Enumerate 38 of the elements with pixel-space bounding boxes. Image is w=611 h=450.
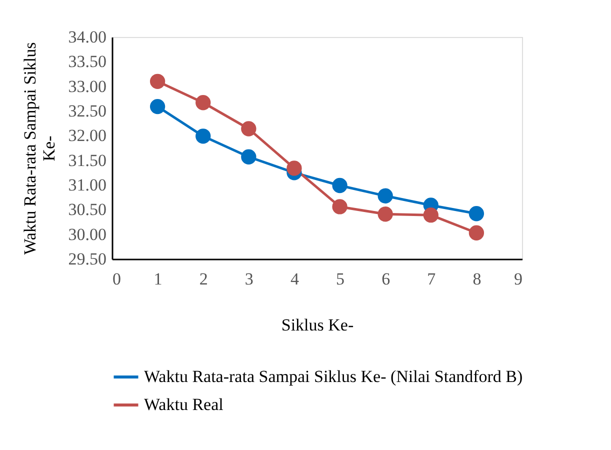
x-tick-label: 3 bbox=[244, 270, 254, 288]
y-axis-title: Waktu Rata-rata Sampai Siklus Ke- bbox=[20, 42, 58, 255]
y-tick-label: 30.00 bbox=[68, 224, 106, 244]
y-tick-label: 33.50 bbox=[68, 52, 106, 72]
x-axis-title: Siklus Ke- bbox=[281, 316, 354, 334]
point bbox=[332, 178, 348, 194]
x-tick-label: 9 bbox=[514, 270, 522, 288]
point bbox=[241, 121, 256, 136]
x-tick-label: 8 bbox=[472, 270, 482, 288]
y-tick-label: 30.50 bbox=[68, 200, 106, 220]
point bbox=[196, 95, 211, 110]
point bbox=[378, 188, 393, 204]
y-tick-label: 31.00 bbox=[68, 176, 106, 194]
point bbox=[468, 206, 484, 222]
x-tick-label: 4 bbox=[290, 270, 300, 288]
y-tick-label: 29.50 bbox=[68, 250, 106, 268]
y-tick-label: 31.50 bbox=[68, 150, 106, 170]
x-tick-label: 0 bbox=[112, 270, 121, 288]
point bbox=[150, 74, 166, 89]
x-tick-label: 2 bbox=[199, 270, 208, 288]
point bbox=[241, 149, 256, 164]
y-tick-label: 33.00 bbox=[68, 76, 106, 96]
y-tick-label: 32.50 bbox=[68, 102, 106, 120]
legend-label: Waktu Real bbox=[144, 395, 224, 414]
point bbox=[468, 225, 484, 240]
point bbox=[378, 206, 393, 222]
x-tick-label: 1 bbox=[154, 270, 162, 288]
legend-label: Waktu Rata-rata Sampai Siklus Ke- (Nilai Standford B) bbox=[144, 367, 523, 386]
point bbox=[286, 160, 302, 176]
y-tick-label: 32.00 bbox=[68, 126, 106, 146]
x-tick-label: 7 bbox=[427, 270, 436, 288]
point bbox=[150, 98, 166, 114]
x-tick-label: 5 bbox=[336, 270, 345, 288]
x-tick-label: 6 bbox=[382, 270, 390, 288]
point bbox=[423, 208, 438, 223]
point bbox=[196, 128, 211, 144]
point bbox=[332, 199, 348, 214]
y-tick-label: 34.00 bbox=[68, 28, 106, 46]
